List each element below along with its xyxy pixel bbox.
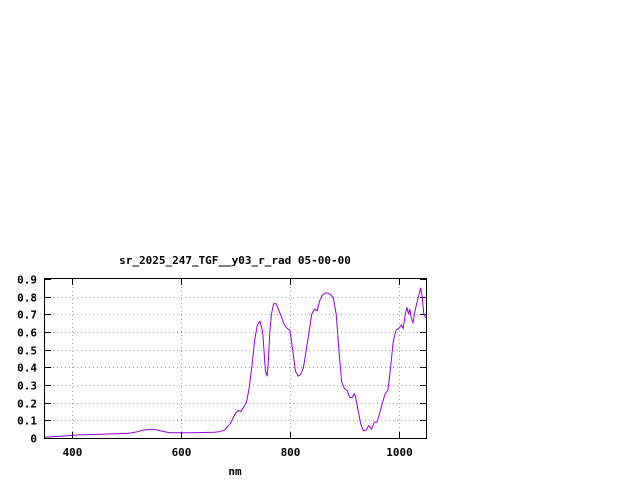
spectrum-line	[44, 287, 427, 438]
plot-frame	[44, 278, 427, 439]
y-tick-label: 0	[30, 433, 37, 446]
x-tick-label: 400	[63, 446, 83, 459]
x-axis-label: nm	[228, 465, 242, 478]
series-layer	[44, 287, 427, 438]
y-tick-label: 0.4	[17, 362, 37, 375]
x-tick-label: 1000	[386, 446, 413, 459]
x-tick-label: 600	[172, 446, 192, 459]
axis-ticks: 0 0.1 0.2 0.3 0.4 0.5 0.6 0.7 0.8 0.9 400 600 800 100…	[17, 274, 426, 459]
y-tick-label: 0.6	[17, 327, 37, 340]
y-tick-label: 0.9	[17, 274, 37, 287]
y-tick-label: 0.5	[17, 345, 37, 358]
x-tick-label: 800	[281, 446, 301, 459]
y-tick-label: 0.1	[17, 415, 37, 428]
y-tick-label: 0.7	[17, 309, 37, 322]
grid-lines	[45, 279, 426, 438]
y-tick-label: 0.8	[17, 292, 37, 305]
y-tick-label: 0.3	[17, 380, 37, 393]
chart-title: sr_2025_247_TGF__y03_r_rad 05-00-00	[119, 254, 351, 267]
y-tick-label: 0.2	[17, 398, 37, 411]
